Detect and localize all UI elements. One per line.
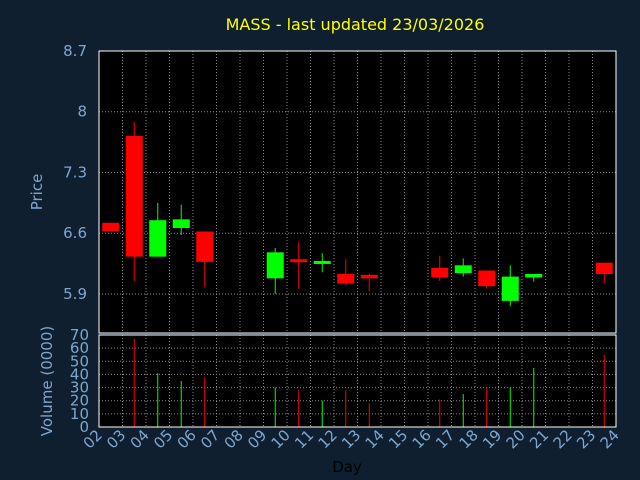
x-tick-label: 21 (526, 426, 552, 452)
candle-body (149, 220, 167, 257)
x-tick-label: 09 (244, 426, 270, 452)
volume-frame (98, 334, 617, 428)
volume-tick-label: 50 (70, 352, 89, 370)
x-axis: 0203040506070809101112131415161718192021… (80, 426, 623, 452)
candle-body (102, 222, 120, 232)
x-tick-label: 08 (221, 426, 247, 452)
candle-body (525, 273, 543, 278)
candle-body (290, 259, 308, 263)
x-tick-label: 05 (150, 426, 176, 452)
volume-tick-label: 40 (70, 365, 89, 383)
candle-body (266, 252, 284, 279)
x-tick-label: 19 (479, 426, 505, 452)
candle-body (196, 231, 214, 262)
candle-body (125, 136, 143, 257)
x-tick-label: 15 (385, 426, 411, 452)
x-tick-label: 04 (127, 426, 153, 452)
x-tick-label: 07 (197, 426, 223, 452)
volume-tick-label: 30 (70, 379, 89, 397)
x-tick-label: 11 (291, 426, 317, 452)
candle-body (172, 219, 190, 229)
price-frame (98, 50, 617, 334)
volume-tick-label: 70 (70, 326, 89, 344)
x-tick-label: 06 (174, 426, 200, 452)
x-tick-label: 22 (550, 426, 576, 452)
candle-body (595, 262, 613, 274)
x-tick-label: 10 (268, 426, 294, 452)
x-tick-label: 18 (456, 426, 482, 452)
price-tick-label: 5.9 (63, 285, 87, 303)
price-tick-label: 8.7 (63, 42, 87, 60)
x-axis-label: Day (332, 458, 362, 476)
volume-tick-label: 10 (70, 405, 89, 423)
candle-body (360, 274, 378, 279)
candle-body (313, 260, 331, 264)
volume-tick-label: 60 (70, 339, 89, 357)
x-tick-label: 20 (503, 426, 529, 452)
x-tick-label: 16 (409, 426, 435, 452)
price-panel: 5.9 6.6 7.3 8 8.7 (63, 42, 617, 334)
candle-body (501, 276, 519, 301)
volume-tick-label: 0 (79, 418, 89, 436)
price-tick-label: 8 (77, 103, 87, 121)
candle-body (431, 267, 449, 278)
volume-tick-label: 20 (70, 392, 89, 410)
x-tick-label: 13 (338, 426, 364, 452)
candle-body (478, 270, 496, 287)
x-tick-label: 23 (573, 426, 599, 452)
y-axis-label: Price (28, 174, 46, 211)
volume-axis-label: Volume (0000) (38, 326, 56, 436)
candle-body (337, 273, 355, 284)
price-tick-label: 6.6 (63, 224, 87, 242)
x-tick-label: 14 (362, 426, 388, 452)
chart-title: MASS - last updated 23/03/2026 (226, 15, 485, 34)
price-tick-label: 7.3 (63, 163, 87, 181)
x-tick-label: 12 (315, 426, 341, 452)
candle-body (454, 265, 472, 274)
x-tick-label: 03 (103, 426, 129, 452)
x-tick-label: 24 (597, 426, 623, 452)
x-tick-label: 17 (432, 426, 458, 452)
